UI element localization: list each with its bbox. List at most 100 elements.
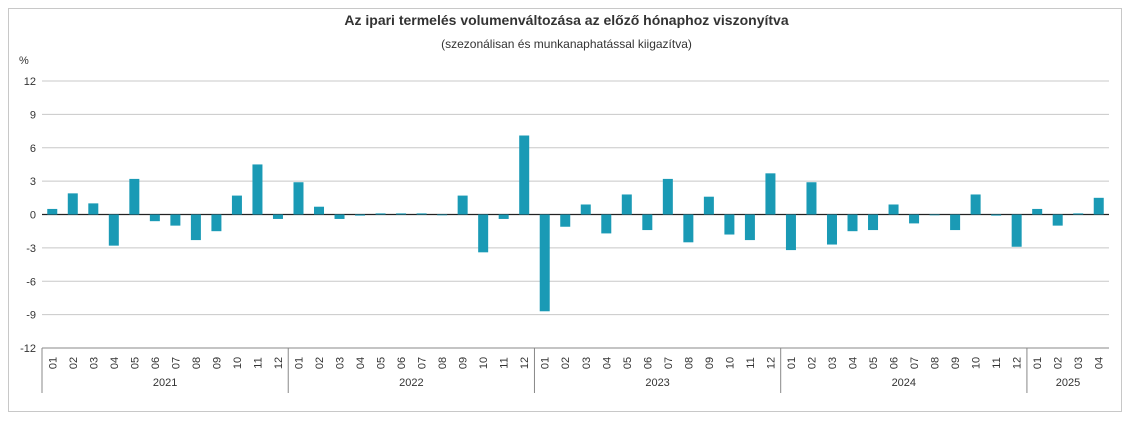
y-tick-label: 3 (30, 176, 36, 188)
bar (478, 214, 489, 253)
bar (929, 214, 940, 216)
bar (970, 194, 981, 215)
x-tick-label: 06 (642, 357, 654, 369)
bar (826, 214, 837, 245)
bar (909, 214, 920, 224)
x-tick-label: 11 (745, 357, 757, 368)
bar (252, 164, 263, 215)
x-tick-label: 03 (88, 357, 100, 369)
bar (847, 214, 858, 232)
x-tick-label: 05 (129, 357, 141, 369)
bar (580, 204, 591, 215)
x-tick-label: 03 (581, 357, 593, 369)
bar (683, 214, 694, 243)
x-tick-label: 11 (499, 357, 511, 368)
x-tick-label: 01 (293, 357, 305, 369)
y-tick-label: -9 (26, 310, 36, 322)
x-tick-label: 08 (930, 357, 942, 369)
chart-frame (8, 8, 1122, 412)
year-label: 2022 (399, 377, 423, 389)
x-tick-label: 12 (519, 357, 531, 369)
grid-lines (42, 80, 1109, 349)
x-tick-label: 02 (314, 357, 326, 369)
x-tick-label: 12 (765, 357, 777, 369)
y-tick-label: 12 (24, 76, 36, 88)
bar (991, 214, 1002, 216)
x-tick-label: 01 (540, 357, 552, 369)
bar (560, 214, 571, 227)
x-tick-label: 11 (252, 357, 264, 368)
x-tick-label: 10 (971, 357, 983, 369)
x-tick-label: 01 (47, 357, 59, 369)
x-tick-label: 06 (889, 357, 901, 369)
bar (785, 214, 796, 251)
x-tick-label: 05 (376, 357, 388, 369)
bar (806, 182, 817, 215)
bar (170, 214, 181, 226)
x-tick-label: 07 (909, 357, 921, 369)
bar (231, 195, 242, 215)
bar (67, 193, 78, 215)
x-tick-label: 02 (68, 357, 80, 369)
x-tick-label: 09 (211, 357, 223, 369)
x-tick-label: 05 (622, 357, 634, 369)
year-label: 2021 (153, 377, 177, 389)
x-tick-label: 02 (1053, 357, 1065, 369)
bar (621, 194, 632, 215)
x-tick-label: 03 (827, 357, 839, 369)
x-tick-label: 12 (273, 357, 285, 369)
x-tick-label: 08 (683, 357, 695, 369)
chart-subtitle: (szezonálisan és munkanaphatással kiigaz… (441, 37, 692, 51)
x-tick-label: 05 (868, 357, 880, 369)
x-tick-label: 10 (478, 357, 490, 369)
bar (1052, 214, 1063, 226)
bar (457, 195, 468, 215)
bar (703, 196, 714, 215)
y-tick-label: -12 (20, 343, 36, 355)
bar (108, 214, 119, 246)
bar (314, 206, 325, 215)
year-label: 2025 (1056, 377, 1080, 389)
x-tick-label: 04 (355, 357, 367, 369)
x-tick-label: 03 (335, 357, 347, 369)
bar (498, 214, 509, 219)
bar (1032, 208, 1043, 215)
bar (272, 214, 283, 219)
x-tick-label: 02 (560, 357, 572, 369)
bar (1073, 213, 1084, 215)
bar (1011, 214, 1022, 247)
bar (724, 214, 735, 235)
x-tick-label: 09 (704, 357, 716, 369)
x-tick-label: 04 (1094, 357, 1106, 369)
x-tick-label: 03 (1073, 357, 1085, 369)
x-tick-label: 09 (458, 357, 470, 369)
bar (396, 213, 407, 215)
x-tick-label: 07 (663, 357, 675, 369)
y-tick-label: -6 (26, 276, 36, 288)
bar (868, 214, 879, 231)
x-tick-label: 02 (806, 357, 818, 369)
bar (190, 214, 201, 241)
x-tick-label: 09 (950, 357, 962, 369)
bar (375, 213, 386, 215)
bar (129, 178, 140, 215)
bar (519, 135, 530, 215)
bar (355, 214, 366, 216)
x-tick-label: 06 (396, 357, 408, 369)
x-axis: 01 02 03 04 05 06 07 08 09 10 11 12 01 02 03 04 05 06 07 08… (41, 347, 1109, 393)
bar (416, 213, 427, 215)
bar (888, 204, 899, 215)
year-label: 2023 (645, 377, 669, 389)
x-tick-label: 12 (1012, 357, 1024, 369)
bar (539, 214, 550, 312)
x-tick-label: 10 (724, 357, 736, 369)
bar (149, 214, 160, 222)
bar (437, 214, 448, 216)
bar (334, 214, 345, 219)
y-tick-label: 6 (30, 143, 36, 155)
bar (211, 214, 222, 232)
chart-title: Az ipari termelés volumenváltozása az el… (344, 12, 789, 28)
bar (744, 214, 755, 241)
bar (1093, 197, 1104, 215)
